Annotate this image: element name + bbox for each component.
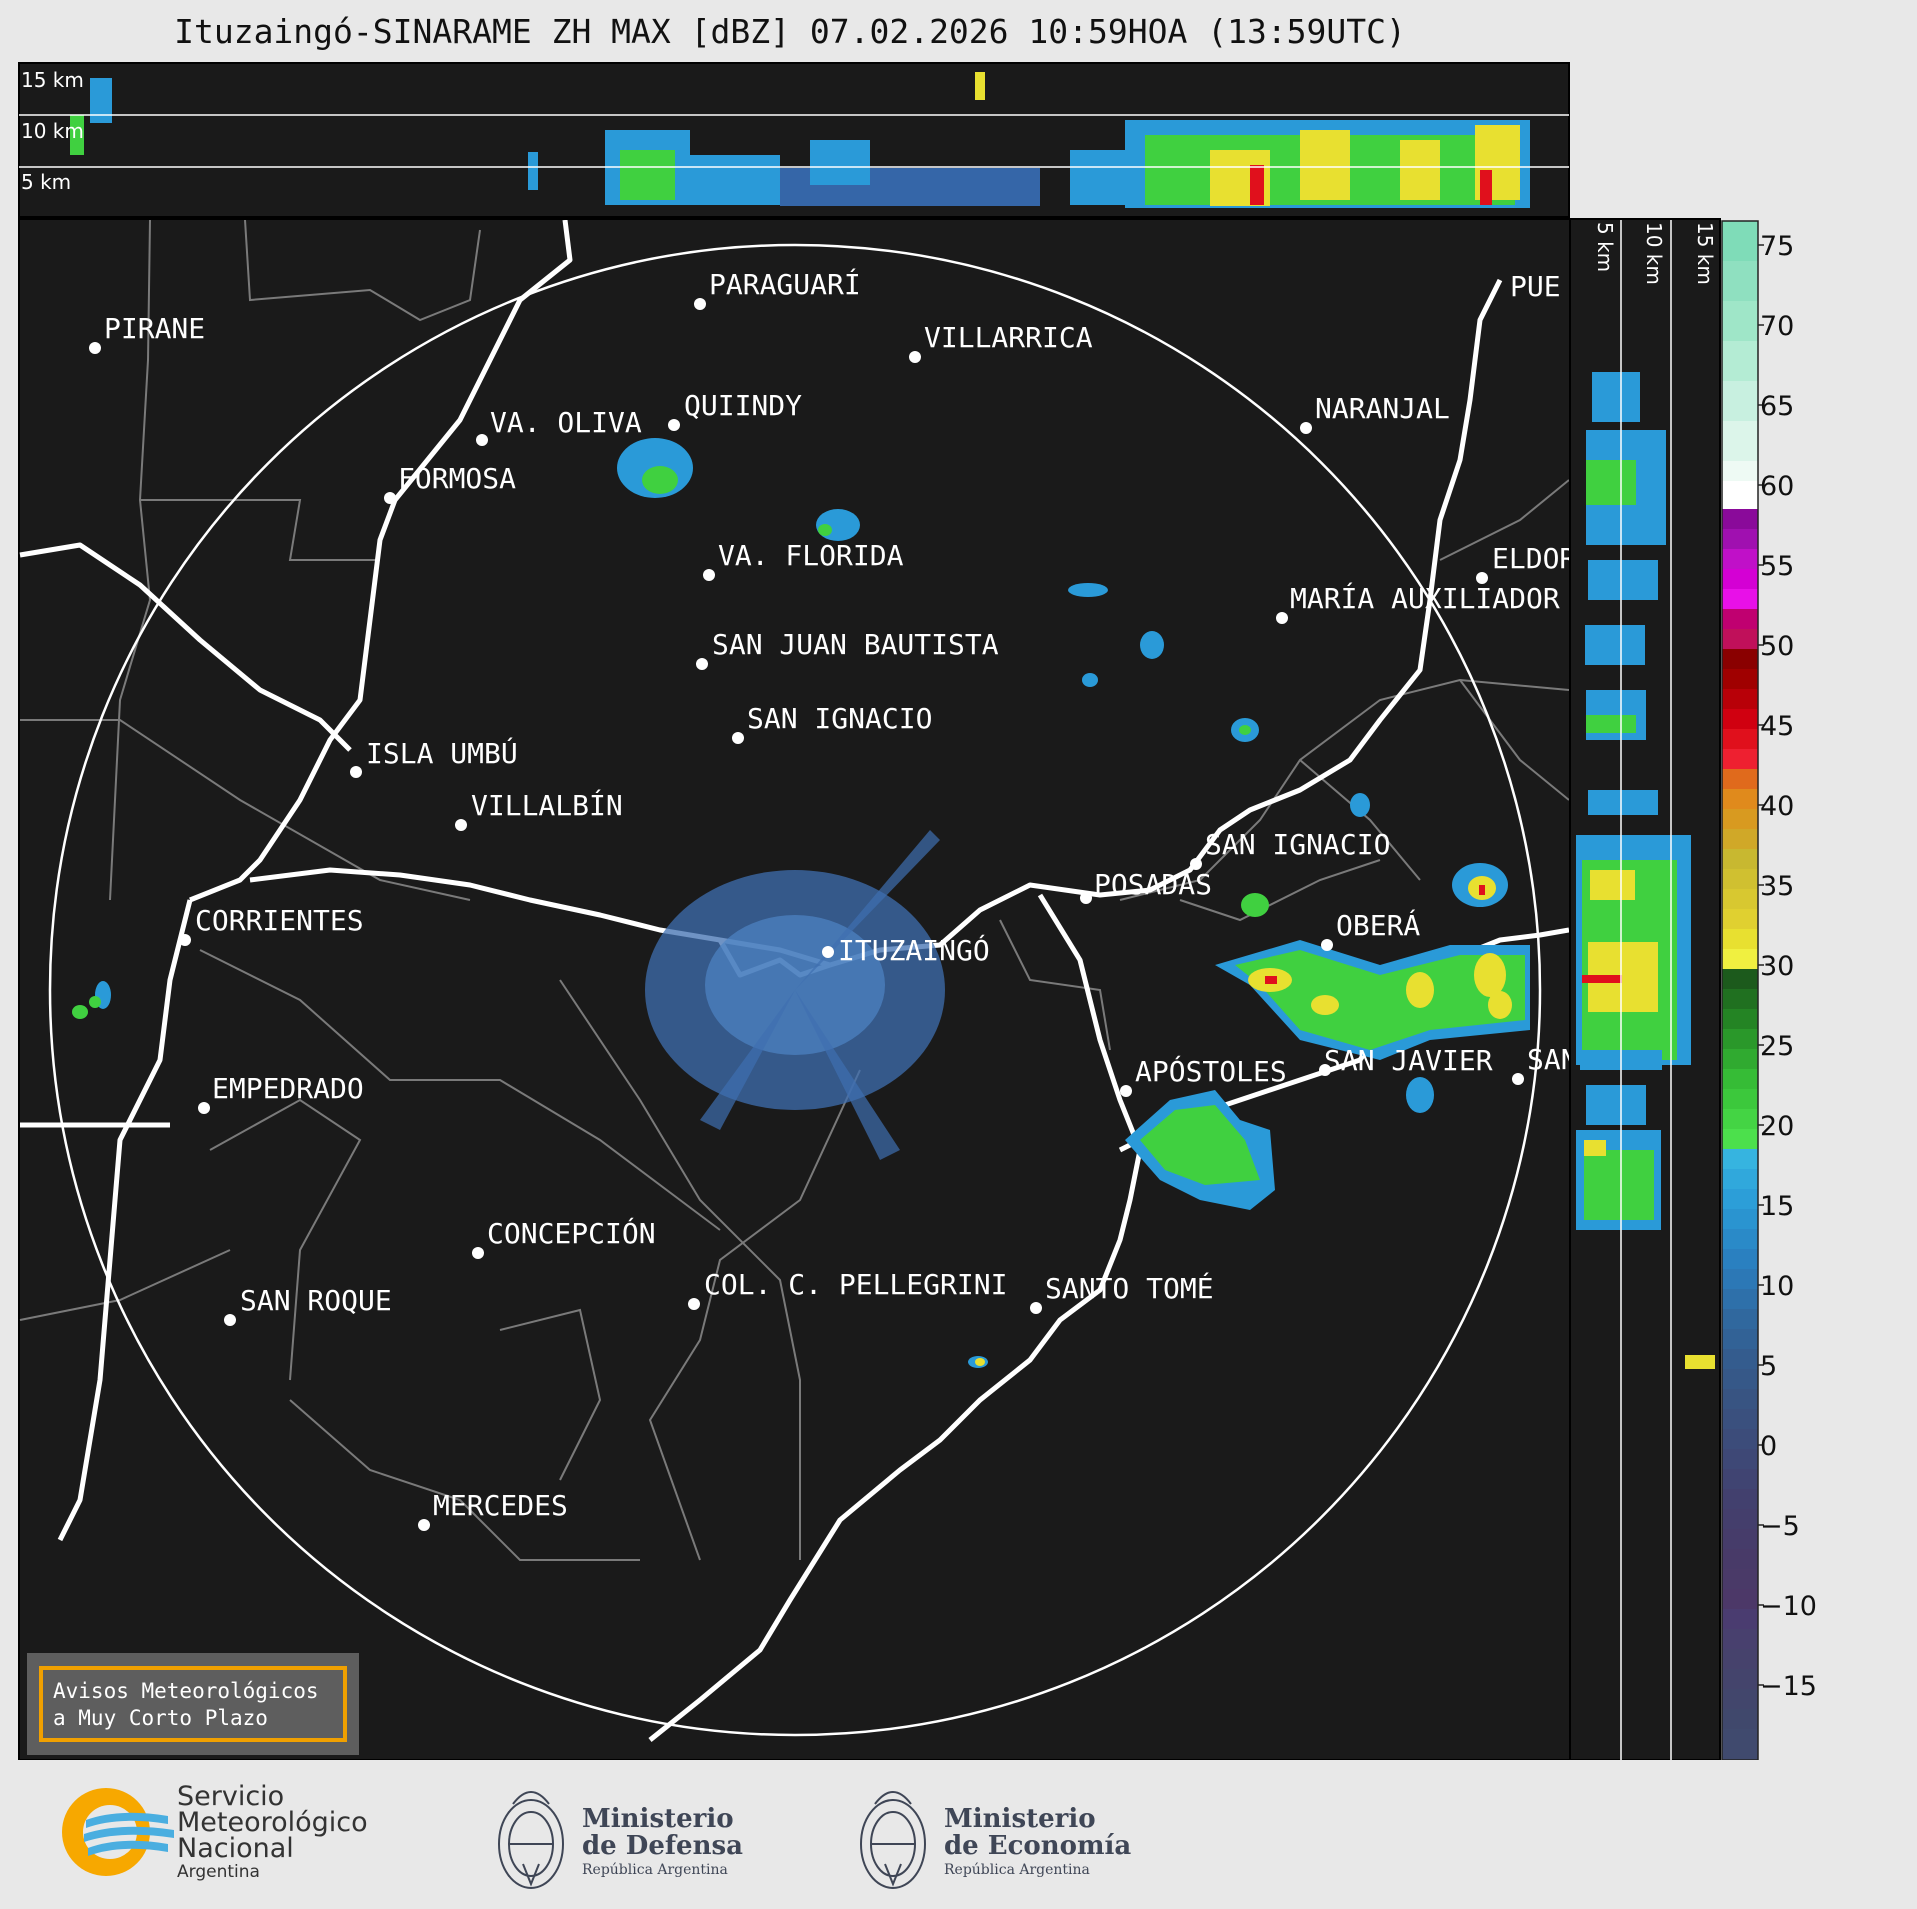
- defensa-line-2: de Defensa: [582, 1831, 743, 1861]
- top-height-label-15: 15 km: [21, 68, 84, 92]
- colorbar-tick-labels: 75 70 65 60 55 50 45 40 35 30 25 20 15 1…: [1760, 231, 1817, 1702]
- defensa-line-1: Ministerio: [582, 1804, 734, 1834]
- smn-name-line-3: Nacional: [177, 1833, 294, 1864]
- city-label: VA. OLIVA: [490, 406, 642, 439]
- colorbar-tick-label: 70: [1760, 311, 1794, 342]
- city-labels: PIRANE PARAGUARÍ VILLARRICA QUIINDY VA. …: [104, 267, 1578, 1522]
- range-ring: [48, 243, 1542, 1737]
- economia-line-1: Ministerio: [944, 1804, 1096, 1834]
- city-label: NARANJAL: [1315, 392, 1450, 425]
- colorbar-tick-label: 35: [1760, 871, 1794, 902]
- city-label: SAN JUAN BAUTISTA: [712, 628, 999, 661]
- side-height-label-5: 5 km: [1593, 222, 1617, 272]
- colorbar-tick-label: 15: [1760, 1191, 1794, 1222]
- colorbar-tick-label: 0: [1760, 1431, 1777, 1462]
- precipitation-echoes: [72, 438, 1530, 1368]
- city-label: POSADAS: [1094, 868, 1212, 901]
- city-label: EMPEDRADO: [212, 1072, 364, 1105]
- colorbar-tick-label: 75: [1760, 231, 1794, 262]
- city-label: SANTO TOMÉ: [1045, 1271, 1214, 1305]
- colorbar-tick-label: 30: [1760, 951, 1794, 982]
- warning-line-2: a Muy Corto Plazo: [53, 1706, 268, 1730]
- coat-of-arms-icon: [860, 1791, 926, 1889]
- top-height-label-5: 5 km: [21, 170, 71, 194]
- city-label: CORRIENTES: [195, 904, 364, 937]
- city-label: FORMOSA: [398, 462, 516, 495]
- coat-of-arms-icon: [498, 1791, 564, 1889]
- smn-logo-icon: [62, 1788, 174, 1876]
- colorbar-tick-label: 20: [1760, 1111, 1794, 1142]
- footer: Servicio Meteorológico Nacional Argentin…: [0, 1762, 1917, 1909]
- city-label: QUIINDY: [684, 389, 802, 422]
- city-label: SAN ROQUE: [240, 1284, 392, 1317]
- colorbar-tick-label: 55: [1760, 551, 1794, 582]
- city-label: PARAGUARÍ: [709, 267, 861, 301]
- economia-line-2: de Economía: [944, 1831, 1132, 1861]
- top-profile-echoes: [70, 72, 1530, 208]
- colorbar-tick-label: −5: [1760, 1511, 1800, 1542]
- city-label: COL. C. PELLEGRINI: [704, 1268, 1007, 1301]
- colorbar-tick-label: 45: [1760, 711, 1794, 742]
- smn-country: Argentina: [177, 1862, 260, 1882]
- city-label: SAN IGNACIO: [1205, 828, 1390, 861]
- economia-country: República Argentina: [944, 1862, 1090, 1878]
- city-label: MARÍA AUXILIADOR: [1290, 581, 1560, 615]
- colorbar: [1721, 220, 1759, 1760]
- city-markers: [89, 298, 1524, 1531]
- top-height-label-10: 10 km: [21, 119, 84, 143]
- colorbar-tick-label: 40: [1760, 791, 1794, 822]
- colorbar-tick-label: 65: [1760, 391, 1794, 422]
- smn-name-line-2: Meteorológico: [177, 1807, 368, 1838]
- city-label: VILLALBÍN: [471, 788, 623, 822]
- colorbar-tick-label: 25: [1760, 1031, 1794, 1062]
- warning-line-1: Avisos Meteorológicos: [53, 1679, 319, 1703]
- city-label: PUE: [1510, 270, 1561, 303]
- warning-box[interactable]: Avisos Meteorológicos a Muy Corto Plazo: [27, 1653, 359, 1755]
- colorbar-tick-label: 60: [1760, 471, 1794, 502]
- colorbar-tick-label: 50: [1760, 631, 1794, 662]
- city-label: SAN: [1527, 1043, 1578, 1076]
- side-profile-echoes: [1576, 372, 1715, 1369]
- department-boundaries: [19, 220, 1569, 1561]
- colorbar-tick-label: 5: [1760, 1351, 1777, 1382]
- city-label: MERCEDES: [433, 1489, 568, 1522]
- city-label: CONCEPCIÓN: [487, 1216, 656, 1250]
- city-label: ISLA UMBÚ: [366, 736, 518, 770]
- city-label: SAN IGNACIO: [747, 702, 932, 735]
- city-label: PIRANE: [104, 312, 205, 345]
- colorbar-tick-label: −10: [1760, 1591, 1817, 1622]
- city-label: ITUZAINGÓ: [838, 933, 990, 967]
- side-height-label-10: 10 km: [1642, 222, 1666, 285]
- radar-figure: 15 km 10 km 5 km: [18, 62, 1817, 1760]
- smn-name-line-1: Servicio: [177, 1781, 285, 1812]
- city-label: SAN JAVIER: [1324, 1044, 1493, 1077]
- colorbar-ticks: [1758, 244, 1764, 1686]
- city-label: APÓSTOLES: [1135, 1054, 1287, 1088]
- city-label: VA. FLORIDA: [718, 539, 904, 572]
- city-label: OBERÁ: [1336, 908, 1420, 942]
- colorbar-tick-label: −15: [1760, 1671, 1817, 1702]
- ground-clutter: [645, 830, 945, 1160]
- defensa-country: República Argentina: [582, 1862, 728, 1878]
- colorbar-tick-label: 10: [1760, 1271, 1794, 1302]
- city-label: VILLARRICA: [924, 321, 1093, 354]
- city-label: ELDOR: [1492, 542, 1576, 575]
- side-height-label-15: 15 km: [1693, 222, 1717, 285]
- map-title: Ituzaingó-SINARAME ZH MAX [dBZ] 07.02.20…: [174, 12, 1406, 51]
